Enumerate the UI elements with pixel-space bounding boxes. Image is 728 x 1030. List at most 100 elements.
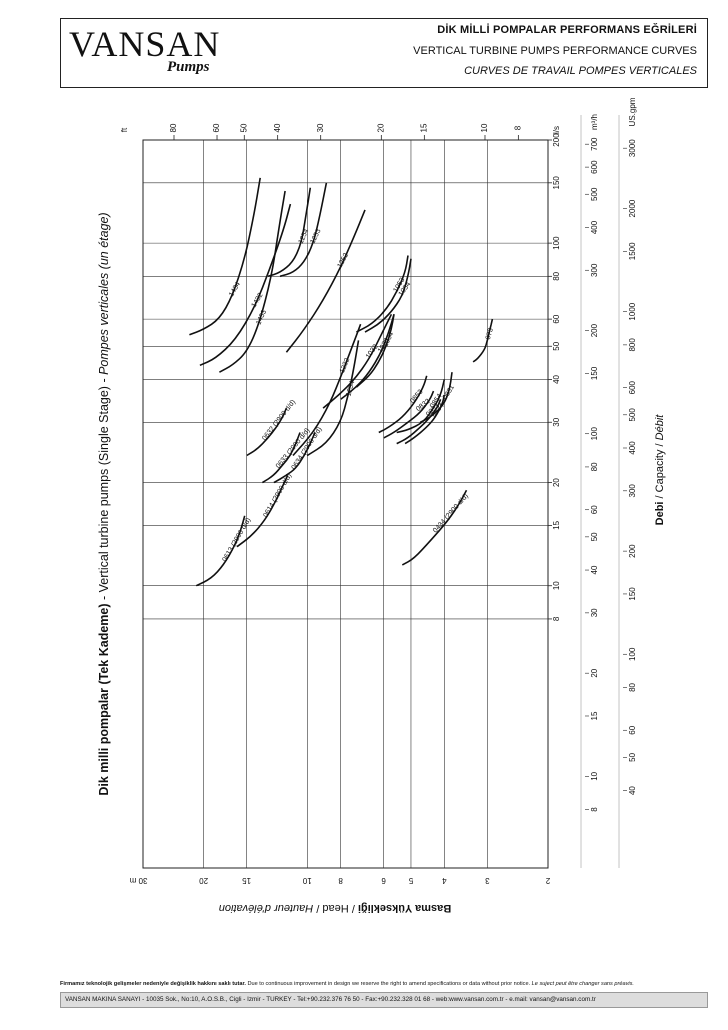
m3h-tick-label: 20 (590, 668, 599, 677)
curve-1054 (364, 258, 412, 333)
title-english: VERTICAL TURBINE PUMPS PERFORMANCE CURVE… (413, 45, 697, 57)
curve-1253 (279, 182, 328, 278)
curve-0853 (378, 375, 428, 434)
gpm-tick-label: 400 (628, 441, 637, 455)
m3h-tick-label: 30 (590, 608, 599, 617)
curve-0614 (236, 474, 289, 548)
m-tick-label: 8 (338, 876, 343, 885)
m3h-tick-label: 300 (590, 263, 599, 277)
ls-tick-label: 50 (552, 341, 561, 350)
gpm-tick-label: 80 (628, 682, 637, 691)
curve-label-1434: 1434 (228, 281, 242, 298)
curve-1234 (306, 340, 360, 457)
curve-label-1253: 1253 (310, 228, 323, 245)
ft-tick-label: 80 (169, 123, 178, 132)
gpm-tick-label: 60 (628, 725, 637, 734)
ls-tick-label: 150 (552, 176, 561, 190)
gpm-tick-label: 2000 (628, 199, 637, 217)
ls-tick-label: 15 (552, 520, 561, 529)
m-tick-label: 20 (199, 876, 208, 885)
ft-tick-label: 50 (239, 123, 248, 132)
curve-0632 (246, 407, 288, 457)
ls-tick-label: 40 (552, 374, 561, 383)
m3h-tick-label: 600 (590, 160, 599, 174)
disclaimer-fr: Le suject peut être changer sans préavis… (530, 981, 634, 987)
curve-0634 (273, 432, 316, 484)
capacity-axis-title: Debi / Capacity / Débit (654, 414, 666, 526)
gpm-tick-label: 200 (628, 544, 637, 558)
contact-bar: VANSAN MAKINA SANAYI - 10035 Sok., No:10… (60, 992, 708, 1008)
gpm-tick-label: 1000 (628, 302, 637, 320)
m3h-tick-label: 200 (590, 323, 599, 337)
curve-0832 (383, 390, 435, 439)
gpm-tick-label: 800 (628, 338, 637, 352)
ls-tick-label: 100 (552, 236, 561, 250)
ft-tick-label: 40 (273, 123, 282, 132)
ft-tick-label: 30 (316, 123, 325, 132)
m3h-tick-label: 500 (590, 187, 599, 201)
ls-tick-label: 200 (552, 133, 561, 147)
title-french: CURVES DE TRAVAIL POMPES VERTICALES (464, 65, 697, 77)
ls-unit-label: l/s (552, 126, 561, 134)
curve-1434 (189, 177, 261, 336)
head-axis-title: Basma Yüksekliği / Head / Hauteur d'élév… (219, 902, 451, 914)
curve-1033 (340, 314, 395, 400)
ls-tick-label: 10 (552, 581, 561, 590)
curve-label-0434: 0434 (2900 d/d) (432, 493, 470, 535)
chart-gridlines (142, 139, 549, 868)
ls-tick-label: 20 (552, 478, 561, 487)
curve-0613 (195, 515, 246, 587)
ls-tick-label: 8 (552, 616, 561, 621)
brand-logo: VANSAN (69, 24, 221, 64)
gpm-tick-label: 600 (628, 380, 637, 394)
curve-073 (472, 318, 494, 363)
curve-label-0613: 0613 (2900 d/d) (221, 517, 252, 563)
gpm-tick-label: 3000 (628, 139, 637, 157)
m-tick-label: 2 (545, 876, 550, 885)
gpm-tick-label: 500 (628, 408, 637, 422)
gpm-tick-label: 40 (628, 786, 637, 795)
ls-tick-label: 30 (552, 417, 561, 426)
ft-tick-label: 20 (376, 123, 385, 132)
curve-1432 (199, 203, 292, 367)
m3h-tick-label: 40 (590, 565, 599, 574)
curve-1034 (355, 314, 395, 388)
m3h-tick-label: 700 (590, 137, 599, 151)
m-tick-label: 5 (408, 876, 413, 885)
m3h-tick-label: 80 (590, 462, 599, 471)
curve-1252 (285, 209, 366, 353)
curve-0831 (419, 372, 453, 424)
m-tick-label: 6 (381, 876, 386, 885)
m3h-unit-label: m³/h (590, 114, 599, 130)
m-tick-label: 30 (138, 876, 147, 885)
disclaimer-en: Due to continuous improvement in design … (245, 981, 531, 987)
curve-label-1252: 1252 (337, 252, 351, 269)
m-tick-label: 15 (242, 876, 251, 885)
curve-0633 (261, 432, 301, 484)
ft-tick-label: 10 (480, 123, 489, 132)
ft-tick-label: 60 (212, 123, 221, 132)
m-tick-label: 10 (302, 876, 311, 885)
curve-1032 (322, 313, 393, 409)
ls-tick-label: 80 (552, 271, 561, 280)
m-unit-label: m (129, 876, 136, 885)
gpm-tick-label: 150 (628, 587, 637, 601)
gpm-tick-label: 300 (628, 484, 637, 498)
title-turkish: DİK MİLLİ POMPALAR PERFORMANS EĞRİLERİ (437, 24, 697, 36)
curve-label-0831: 0831 (442, 384, 456, 401)
plot-frame (142, 139, 549, 869)
chart-title: Dik milli pompalar (Tek Kademe) - Vertic… (97, 212, 111, 795)
curve-label-073: 073 (485, 327, 495, 340)
gpm-tick-label: 1500 (628, 242, 637, 260)
disclaimer-tr: Firmamız teknolojik gelişmeler nedeniyle… (60, 981, 246, 987)
m3h-tick-label: 15 (590, 711, 599, 720)
m3h-tick-label: 60 (590, 505, 599, 514)
m3h-tick-label: 8 (590, 807, 599, 812)
curve-label-1234: 1234 (345, 380, 356, 397)
m3h-tick-label: 150 (590, 366, 599, 380)
gpm-tick-label: 50 (628, 752, 637, 761)
curve-label-0632: 0632 (2900 d/d) (261, 399, 297, 442)
curve-1053 (356, 255, 409, 333)
